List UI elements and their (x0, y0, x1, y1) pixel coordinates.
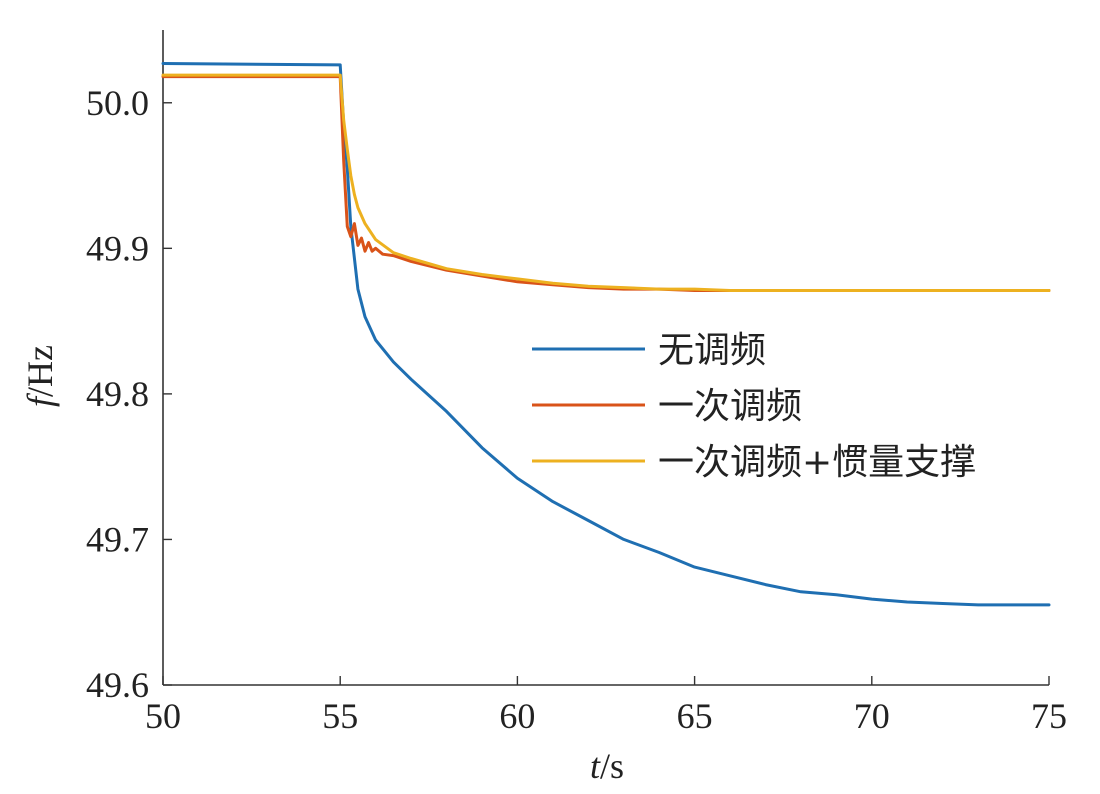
y-tick-label: 49.8 (86, 374, 149, 414)
y-axis-label: f/Hz (20, 345, 60, 407)
y-tick-label: 49.9 (86, 228, 149, 268)
legend-label-2: 一次调频+惯量支撑 (658, 442, 976, 483)
x-tick-label: 50 (145, 696, 181, 736)
y-tick-label: 49.7 (86, 519, 149, 559)
series-line-0 (161, 62, 1051, 607)
x-tick-label: 60 (499, 696, 535, 736)
y-tick-label: 49.6 (86, 665, 149, 705)
x-tick-label: 55 (322, 696, 358, 736)
x-axis-label: t/s (590, 746, 624, 786)
x-tick-label: 75 (1031, 696, 1067, 736)
x-axis-unit: /s (600, 746, 624, 786)
x-tick-label: 70 (854, 696, 890, 736)
y-tick-label: 50.0 (86, 83, 149, 123)
x-tick-label: 65 (677, 696, 713, 736)
x-axis-var: t (590, 746, 601, 786)
y-axis-unit: /Hz (20, 345, 60, 397)
series-layer (161, 62, 1051, 607)
legend-label-0: 无调频 (658, 330, 766, 371)
axes: 50 55 60 65 70 75 49.6 49.7 49.8 49.9 50.0 (86, 30, 1067, 736)
legend-label-1: 一次调频 (658, 386, 802, 427)
series-line-2 (161, 73, 1051, 292)
series-line-1 (161, 75, 1051, 292)
